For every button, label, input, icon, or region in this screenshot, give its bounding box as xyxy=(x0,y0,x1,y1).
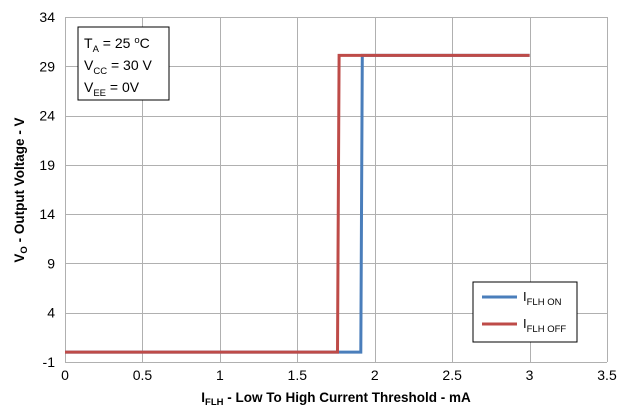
x-tick-label: 1.5 xyxy=(288,367,308,383)
legend-label-ifth-off: IFLH OFF xyxy=(523,316,566,335)
condition-vee-value: = 0V xyxy=(106,79,140,95)
condition-temperature-degree: o xyxy=(134,35,139,46)
x-tick-labels: 0 0.5 1 1.5 2 2.5 3 3.5 xyxy=(61,367,617,383)
y-axis-title-sub: O xyxy=(19,246,30,253)
x-axis-title-rest: - Low To High Current Threshold - mA xyxy=(224,390,471,405)
condition-vcc-main: V xyxy=(84,57,94,73)
condition-temperature-unit: C xyxy=(140,35,150,51)
condition-vee-sub: EE xyxy=(93,88,106,99)
y-tick-label: -1 xyxy=(43,354,56,370)
legend-frame xyxy=(472,281,578,343)
series-lines xyxy=(65,53,530,354)
y-axis-title: VO - Output Voltage - V xyxy=(12,117,30,262)
y-tick-label: 4 xyxy=(47,305,55,321)
condition-vee: VEE = 0V xyxy=(84,79,140,99)
x-tick-label: 3 xyxy=(526,367,534,383)
legend-label-ifth-on: IFLH ON xyxy=(523,289,562,308)
y-tick-label: 29 xyxy=(39,58,55,74)
legend: IFLH ON IFLH OFF xyxy=(472,281,578,343)
condition-vee-main: V xyxy=(84,79,94,95)
legend-label-ifth-off-sub: FLH OFF xyxy=(527,324,567,335)
condition-vcc-value: = 30 V xyxy=(107,57,152,73)
y-tick-label: 34 xyxy=(39,9,55,25)
legend-label-ifth-on-sub: FLH ON xyxy=(527,297,562,308)
x-tick-label: 0 xyxy=(61,367,69,383)
legend-label-ifth-off-main: I xyxy=(523,316,527,331)
x-tick-label: 1 xyxy=(216,367,224,383)
condition-vcc: VCC = 30 V xyxy=(84,57,152,77)
y-axis-title-main: V xyxy=(12,254,27,263)
x-tick-label: 0.5 xyxy=(133,367,153,383)
y-tick-labels: -1 4 9 14 19 24 29 34 xyxy=(39,9,55,370)
x-tick-label: 2.5 xyxy=(442,367,462,383)
condition-temperature: TA = 25 oC xyxy=(84,35,150,55)
y-axis-title-rest: - Output Voltage - V xyxy=(12,117,27,246)
x-axis-title-sub: FLH xyxy=(205,397,224,408)
y-tick-label: 9 xyxy=(47,255,55,271)
y-tick-label: 24 xyxy=(39,108,55,124)
x-tick-label: 3.5 xyxy=(597,367,617,383)
y-tick-label: 19 xyxy=(39,157,55,173)
series-line-ifth-off xyxy=(65,53,530,354)
x-axis-title-main: I xyxy=(201,390,205,405)
x-axis-title: IFLH - Low To High Current Threshold - m… xyxy=(201,390,471,408)
condition-temperature-value: = 25 xyxy=(99,35,134,51)
conditions-box-frame xyxy=(77,26,170,101)
x-tick-label: 2 xyxy=(371,367,379,383)
legend-label-ifth-on-main: I xyxy=(523,289,527,304)
condition-temperature-main: T xyxy=(84,35,93,51)
y-tick-label: 14 xyxy=(39,206,55,222)
condition-vcc-sub: CC xyxy=(93,66,107,77)
conditions-box: TA = 25 oC VCC = 30 V VEE = 0V xyxy=(77,26,170,101)
condition-temperature-sub: A xyxy=(93,44,100,55)
